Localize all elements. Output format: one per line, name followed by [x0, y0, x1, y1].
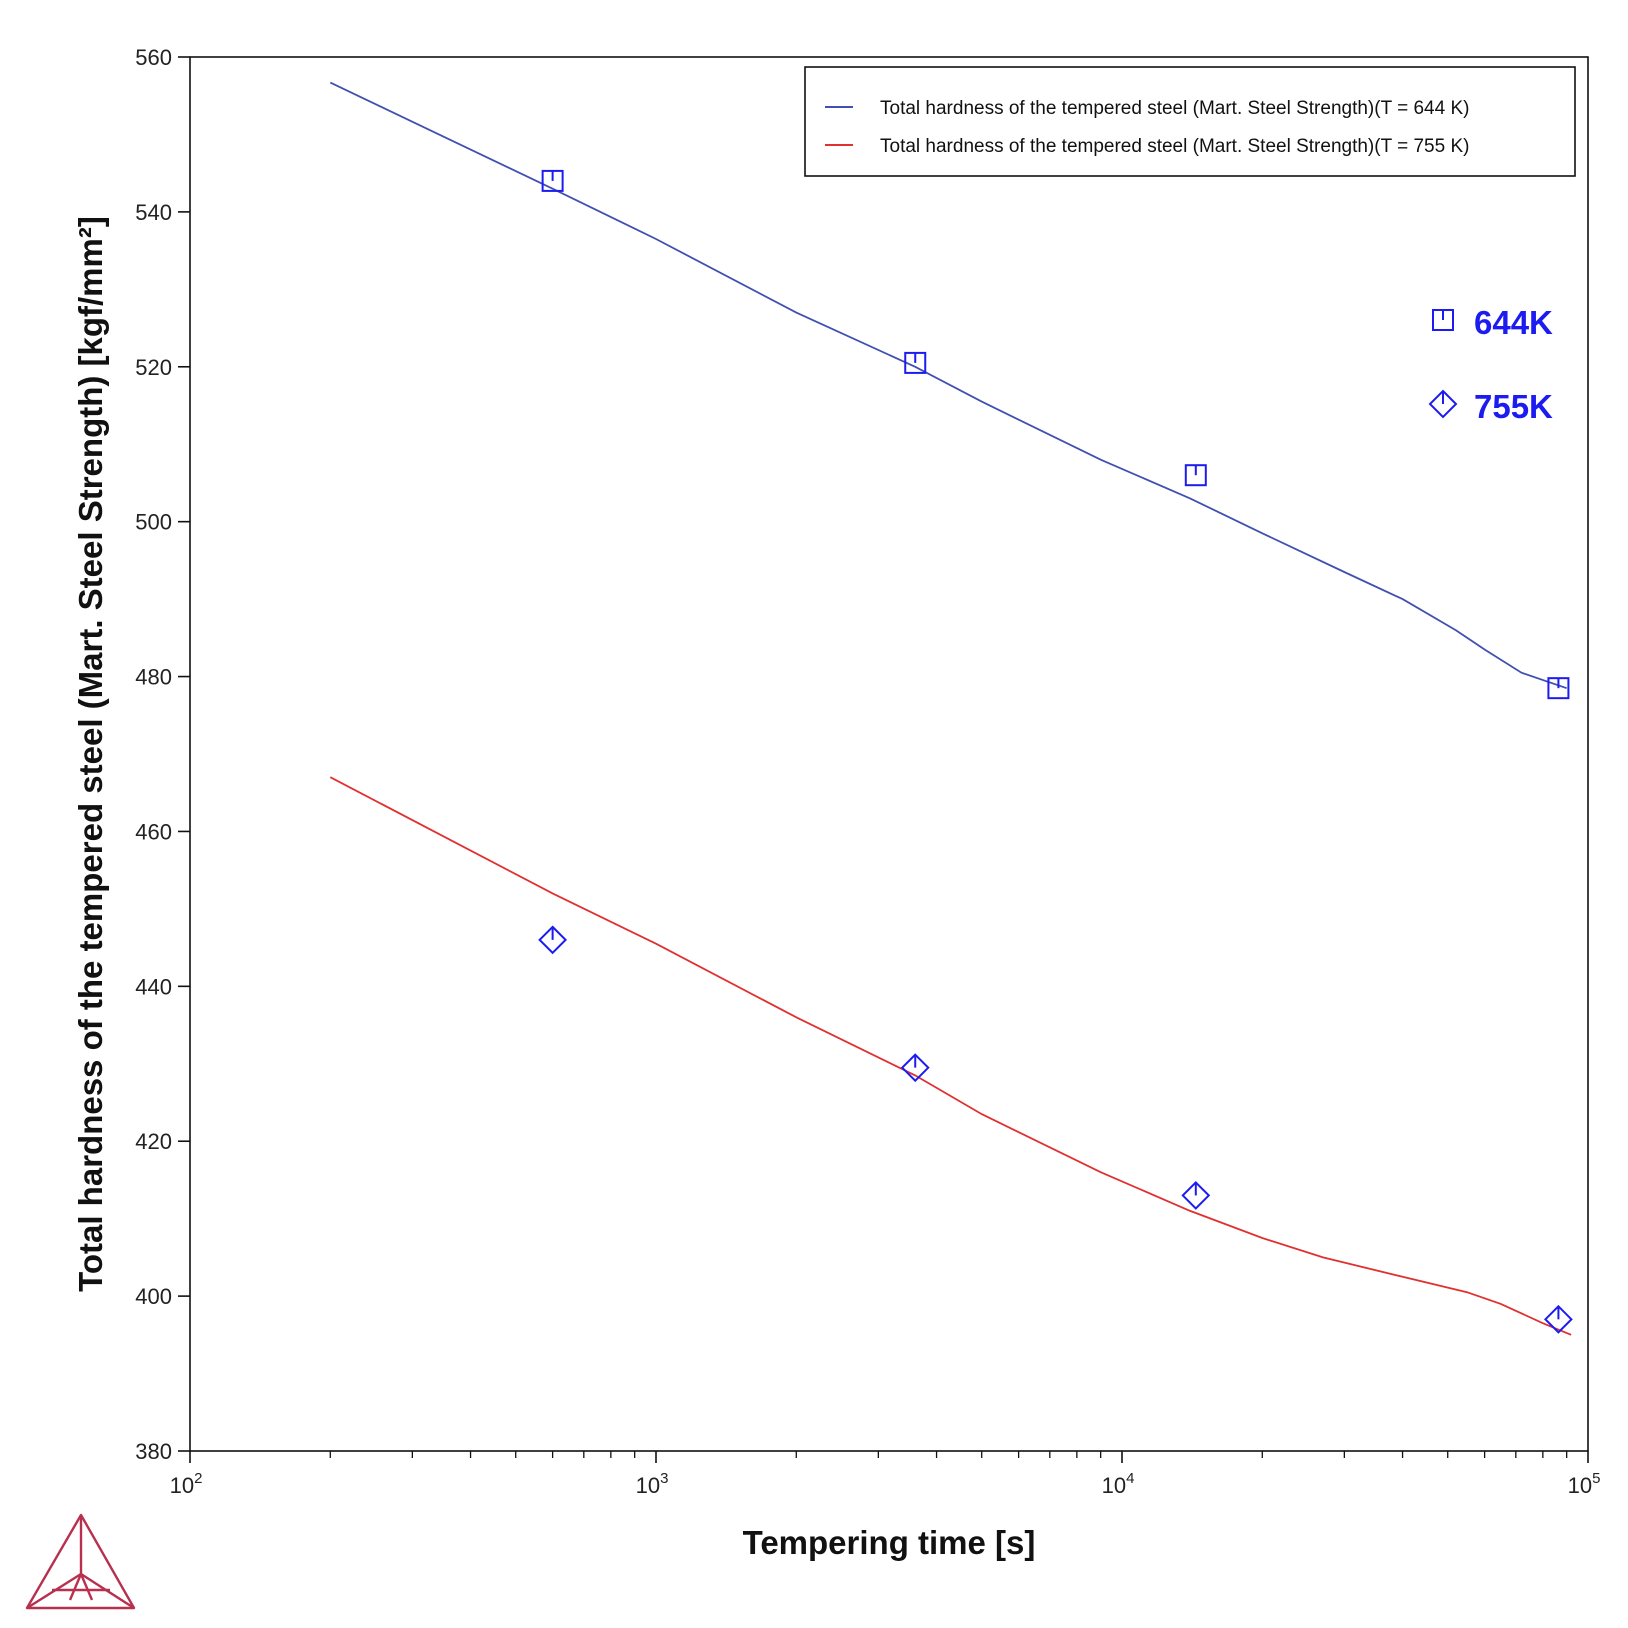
legend-label-644k: Total hardness of the tempered steel (Ma…: [880, 98, 1469, 119]
y-tick-label: 440: [135, 974, 172, 999]
data-point-square: [541, 169, 564, 192]
data-markers: [538, 169, 1573, 1334]
y-tick-label: 480: [135, 665, 172, 690]
legend: Total hardness of the tempered steel (Ma…: [804, 66, 1576, 177]
data-point-diamond: [1181, 1181, 1211, 1210]
marker-key-square-icon: [1432, 309, 1454, 331]
thermo-calc-logo-icon: [25, 1513, 136, 1610]
y-tick-label: 400: [135, 1284, 172, 1309]
data-point-diamond: [900, 1053, 930, 1083]
x-tick-label: 104: [1102, 1470, 1135, 1498]
data-point-square: [904, 351, 927, 374]
series-line-644k: [329, 81, 1567, 690]
series-line-755k: [329, 776, 1572, 1336]
x-tick-label: 105: [1568, 1470, 1601, 1498]
series-lines: [329, 81, 1572, 1336]
data-point-square: [1547, 677, 1570, 700]
y-tick-label: 460: [135, 819, 172, 844]
legend-box: [804, 66, 1576, 177]
plot-frame: [189, 56, 1589, 1452]
marker-key-label-644k: 644K: [1474, 304, 1553, 341]
y-tick-label: 380: [135, 1439, 172, 1464]
x-tick-label: 103: [636, 1470, 669, 1498]
legend-label-755k: Total hardness of the tempered steel (Ma…: [880, 136, 1469, 157]
y-tick-label: 520: [135, 355, 172, 380]
data-point-square: [1184, 464, 1207, 487]
y-tick-label: 500: [135, 510, 172, 535]
y-axis-title: Total hardness of the tempered steel (Ma…: [72, 216, 109, 1292]
y-tick-label: 420: [135, 1129, 172, 1154]
data-point-diamond: [538, 925, 568, 955]
marker-key-diamond-icon: [1428, 389, 1458, 419]
x-axis-title: Tempering time [s]: [743, 1524, 1036, 1561]
x-tick-label: 102: [170, 1470, 203, 1498]
marker-key-diamond: [1428, 389, 1458, 419]
y-tick-label: 560: [135, 45, 172, 70]
axis-ticks: 380 400 420 440 460 480 500 520 540 560 102 103 104 1…: [135, 45, 1600, 1498]
marker-key-square: [1432, 309, 1454, 331]
marker-key-label-755k: 755K: [1474, 388, 1553, 425]
marker-key: 644K 755K: [1428, 304, 1553, 425]
y-tick-label: 540: [135, 200, 172, 225]
data-point-diamond: [1544, 1304, 1573, 1334]
